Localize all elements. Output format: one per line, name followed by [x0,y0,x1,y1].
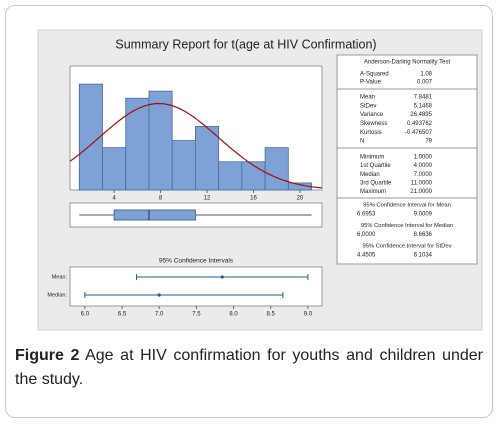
stat-name: 1st Quartile [360,163,391,169]
stat-value: 7.0000 [414,172,433,178]
ci-point [220,275,224,279]
ci-area [69,266,323,307]
stat-name: Maximum [360,189,386,195]
x-tick-label: 12 [204,196,211,202]
normal-curve [69,102,323,189]
stat-name: Mean [360,95,375,101]
stat-value: 0.007 [417,80,433,86]
stat-name: P-Value [360,80,382,86]
stat-value: 4.0000 [414,163,433,169]
histogram-bar [148,90,173,191]
stat-value: 1.08 [420,72,432,78]
x-tick-label: 6.5 [118,312,127,318]
stat-value: 11.0000 [411,180,433,186]
interval-low: 6.6953 [357,212,376,218]
stat-name: N [360,139,364,145]
stat-value: 26.4895 [410,112,432,118]
histogram-bar [102,147,127,191]
ci-title: 95% Confidence Intervals [159,258,234,265]
stat-name: Minimum [360,155,384,161]
histogram-bar [264,147,289,191]
histogram-bar [218,161,243,191]
x-tick-label: 7.5 [192,312,201,318]
stat-value: 21.0000 [410,189,432,195]
x-tick-label: 8 [159,196,163,202]
interval-high: 8.6636 [414,232,433,238]
stat-name: A-Squared [360,72,389,78]
x-tick-label: 9.0 [304,312,313,318]
stat-name: Variance [360,112,384,118]
stat-name: 3rd Quartile [360,180,392,186]
interval-low: 6.0000 [357,232,376,238]
summary-report: Summary Report for t(age at HIV Confirma… [37,29,483,331]
histogram-bar [78,83,103,191]
x-tick-label: 16 [250,196,257,202]
stat-value: 0.493762 [407,121,433,127]
stat-value: 79 [425,139,432,145]
ci-row-label: Mean: [52,274,68,280]
ci-row-label: Median: [47,292,67,298]
report-title: Summary Report for t(age at HIV Confirma… [115,37,376,51]
stat-value: 5.1468 [414,103,433,109]
stat-name: StDev [360,103,376,109]
interval-title: 95% Confidence Interval for Mean [363,203,451,209]
histogram-bar [195,126,220,191]
x-tick-label: 6.0 [81,312,90,318]
caption: Figure 2 Age at HIV confirmation for you… [15,344,483,392]
stat-name: Kurtosis [360,130,382,136]
caption-text: Age at HIV confirmation for youths and c… [15,347,484,388]
interval-high: 6.1034 [414,253,433,259]
histogram-bar [171,140,196,191]
histogram-bar [125,97,150,191]
stats-table [336,54,478,265]
x-tick-label: 8.5 [267,312,276,318]
stat-value: -0.476507 [405,130,433,136]
box [113,209,196,221]
x-tick-label: 20 [297,196,304,202]
stat-value: 1.0000 [414,155,433,161]
stat-name: Median [360,172,380,178]
interval-high: 9.0009 [414,212,433,218]
x-tick-label: 7.0 [155,312,164,318]
interval-title: 95% Confidence Interval for Median [361,223,453,229]
stat-value: 7.8481 [414,95,433,101]
table-heading: Anderson-Darling Normality Test [364,60,451,66]
figure-frame [5,5,493,418]
x-tick-label: 4 [112,196,116,202]
caption-label: Figure 2 [15,347,80,364]
interval-low: 4.4505 [357,253,376,259]
x-tick-label: 8.0 [229,312,238,318]
interval-title: 95% Confidence Interval for StDev [363,244,452,250]
ci-point [157,293,161,297]
stat-name: Skewness [360,121,387,127]
